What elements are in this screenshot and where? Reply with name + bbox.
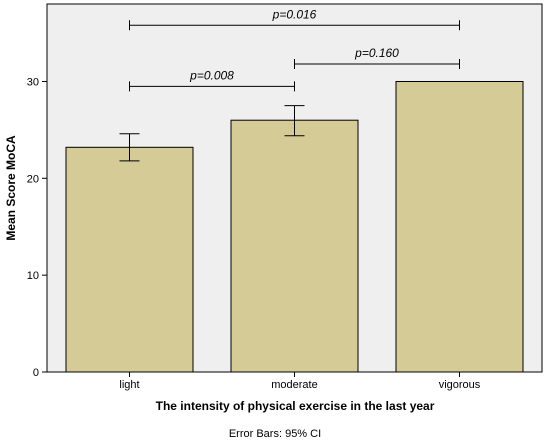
bar-moderate bbox=[230, 119, 359, 373]
x-tick-label-light: light bbox=[119, 379, 139, 391]
x-tick-label-moderate: moderate bbox=[271, 379, 317, 391]
y-axis: 0 10 20 30 bbox=[27, 76, 47, 379]
y-tick-label-0: 0 bbox=[33, 367, 39, 379]
x-axis: light moderate vigorous bbox=[119, 372, 481, 391]
significance-bracket-3 bbox=[294, 59, 460, 70]
footnote: Error Bars: 95% CI bbox=[229, 428, 321, 440]
significance-label-3: p=0.160 bbox=[354, 46, 399, 60]
x-tick-label-vigorous: vigorous bbox=[439, 379, 481, 391]
error-bars-group bbox=[119, 80, 470, 162]
bar-light bbox=[65, 146, 194, 373]
x-axis-title: The intensity of physical exercise in th… bbox=[156, 399, 435, 413]
significance-brackets-group: p=0.016 p=0.008 p=0.160 bbox=[129, 7, 460, 92]
y-axis-title: Mean Score MoCA bbox=[4, 135, 18, 241]
significance-bracket-2 bbox=[129, 81, 295, 92]
y-tick-label-20: 20 bbox=[27, 173, 39, 185]
significance-label-1: p=0.016 bbox=[272, 7, 317, 21]
significance-label-2: p=0.008 bbox=[189, 68, 234, 82]
y-tick-label-10: 10 bbox=[27, 270, 39, 282]
y-tick-label-30: 30 bbox=[27, 76, 39, 88]
bar-vigorous bbox=[395, 81, 524, 373]
significance-bracket-1 bbox=[129, 20, 460, 31]
